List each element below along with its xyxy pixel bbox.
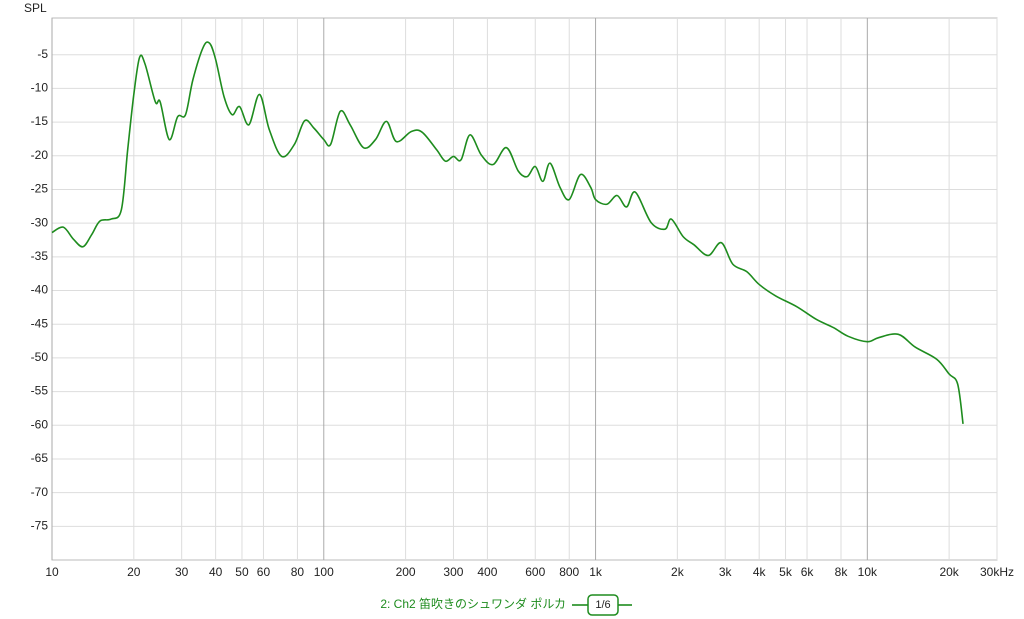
y-tick-label: -20: [31, 148, 49, 162]
y-tick-label: -60: [31, 417, 49, 431]
smoothing-label: 1/6: [595, 599, 610, 611]
y-axis-label: SPL: [24, 1, 47, 15]
x-tick-label: 800: [559, 565, 579, 579]
y-tick-label: -75: [31, 518, 49, 532]
x-tick-label: 100: [314, 565, 334, 579]
x-tick-label: 4k: [753, 565, 767, 579]
x-tick-label: 30kHz: [980, 565, 1014, 579]
y-tick-label: -40: [31, 283, 49, 297]
x-tick-label: 10k: [858, 565, 878, 579]
x-tick-label: 10: [45, 565, 59, 579]
x-tick-label: 50: [235, 565, 249, 579]
x-tick-label: 600: [525, 565, 545, 579]
y-tick-label: -5: [37, 47, 48, 61]
x-tick-label: 400: [477, 565, 497, 579]
y-tick-label: -10: [31, 81, 49, 95]
x-tick-label: 40: [209, 565, 223, 579]
plot-area: [51, 17, 998, 561]
x-tick-label: 60: [257, 565, 271, 579]
legend-label: 2: Ch2 笛吹きのシュワンダ ポルカ: [380, 596, 566, 611]
x-tick-label: 20k: [939, 565, 959, 579]
x-tick-label: 5k: [779, 565, 793, 579]
x-tick-label: 1k: [589, 565, 603, 579]
x-tick-label: 6k: [801, 565, 815, 579]
x-tick-label: 8k: [835, 565, 849, 579]
y-tick-label: -45: [31, 316, 49, 330]
y-tick-label: -15: [31, 114, 49, 128]
response-line: [51, 41, 964, 425]
x-tick-label: 3k: [719, 565, 733, 579]
x-tick-label: 200: [396, 565, 416, 579]
y-tick-label: -30: [31, 215, 49, 229]
x-tick-label: 2k: [671, 565, 685, 579]
x-tick-label: 300: [443, 565, 463, 579]
y-tick-label: -70: [31, 485, 49, 499]
x-tick-label: 30: [175, 565, 189, 579]
y-tick-label: -65: [31, 451, 49, 465]
x-tick-label: 80: [291, 565, 305, 579]
y-tick-label: -55: [31, 384, 49, 398]
y-tick-label: -25: [31, 182, 49, 196]
y-tick-label: -35: [31, 249, 49, 263]
y-tick-label: -50: [31, 350, 49, 364]
x-tick-label: 20: [127, 565, 141, 579]
